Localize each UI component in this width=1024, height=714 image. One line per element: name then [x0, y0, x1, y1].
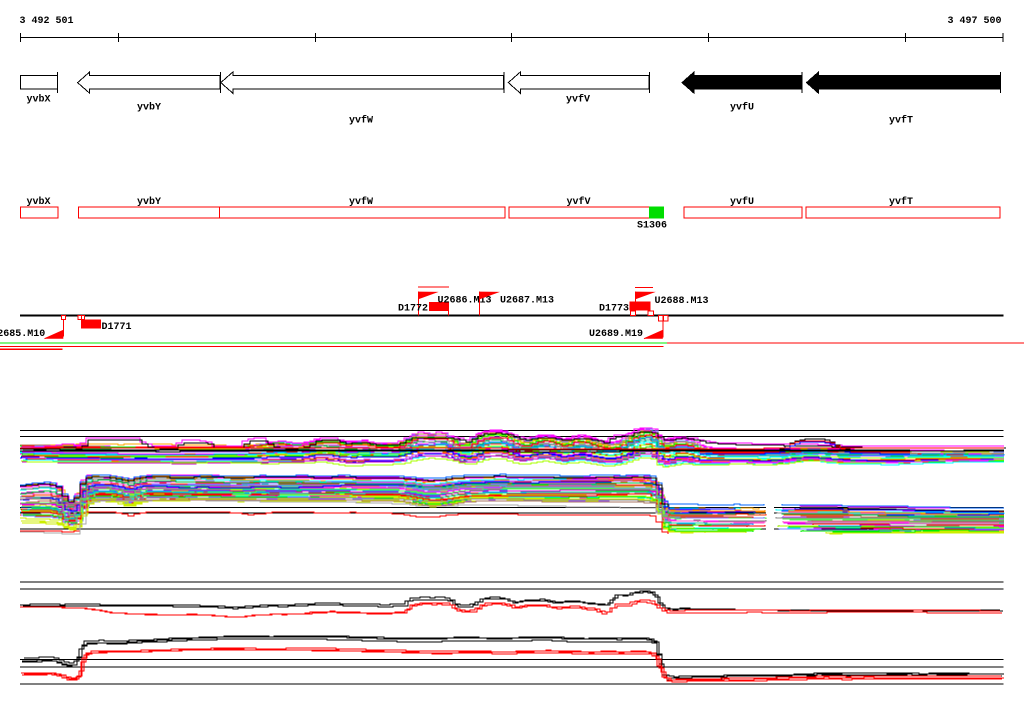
svg-text:yvbX: yvbX — [26, 94, 50, 106]
svg-text:D1773: D1773 — [599, 304, 629, 315]
svg-text:yvfW: yvfW — [349, 196, 373, 208]
svg-text:D1771: D1771 — [102, 322, 132, 333]
svg-text:S1306: S1306 — [637, 221, 667, 232]
svg-text:yvfT: yvfT — [889, 196, 913, 208]
svg-text:3 497 500: 3 497 500 — [947, 16, 1001, 27]
svg-text:yvfW: yvfW — [349, 115, 373, 127]
svg-text:3 492 501: 3 492 501 — [20, 16, 74, 27]
svg-text:U2686.M13: U2686.M13 — [438, 295, 492, 306]
svg-text:yvfV: yvfV — [566, 196, 590, 208]
svg-text:U2689.M19: U2689.M19 — [589, 329, 643, 340]
svg-text:yvfT: yvfT — [889, 115, 913, 127]
svg-text:yvfU: yvfU — [730, 196, 754, 208]
svg-text:U2688.M13: U2688.M13 — [655, 296, 709, 307]
svg-text:U2687.M13: U2687.M13 — [500, 295, 554, 306]
svg-text:yvbY: yvbY — [137, 196, 161, 208]
svg-text:D1772: D1772 — [398, 304, 428, 315]
svg-text:yvbY: yvbY — [137, 102, 161, 114]
svg-text:U2685.M10: U2685.M10 — [0, 329, 45, 340]
svg-text:yvbX: yvbX — [26, 196, 50, 208]
svg-text:yvfU: yvfU — [730, 102, 754, 114]
svg-text:yvfV: yvfV — [566, 94, 590, 106]
